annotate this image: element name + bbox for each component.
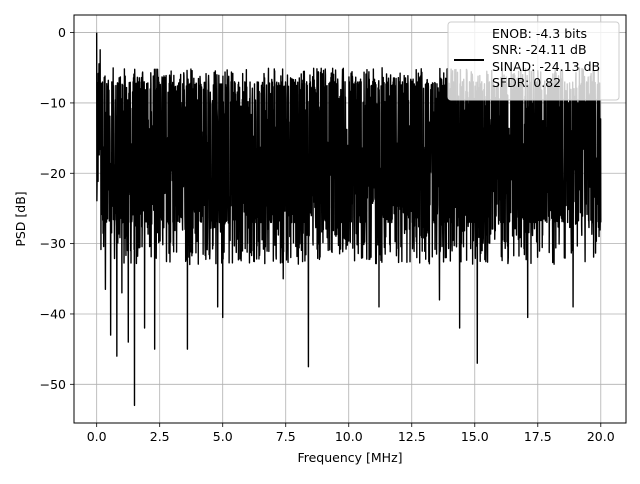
y-tick-label: −10: [40, 95, 66, 110]
x-axis-label: Frequency [MHz]: [297, 450, 402, 465]
ticks: 0.0 2.5 5.0 7.5 10.0 12.5 15.0 17.5 20.0 0 −10 −20 −…: [40, 25, 615, 444]
psd-series-line: [95, 32, 602, 407]
x-tick-label: 0.0: [87, 429, 107, 444]
y-tick-label: 0: [58, 25, 66, 40]
x-tick-label: 12.5: [398, 429, 426, 444]
y-axis-label: PSD [dB]: [13, 191, 28, 246]
y-tick-label: −50: [40, 377, 66, 392]
legend: ENOB: -4.3 bits SNR: -24.11 dB SINAD: -2…: [447, 21, 620, 101]
x-tick-label: 17.5: [524, 429, 552, 444]
legend-enob: ENOB: -4.3 bits: [492, 26, 587, 41]
legend-box: [447, 21, 620, 101]
y-tick-label: −30: [40, 236, 66, 251]
y-tick-label: −20: [40, 166, 66, 181]
legend-sfdr: SFDR: 0.82: [492, 75, 561, 90]
y-tick-label: −40: [40, 306, 66, 321]
x-tick-label: 15.0: [461, 429, 489, 444]
x-tick-label: 10.0: [335, 429, 363, 444]
legend-sinad: SINAD: -24.13 dB: [492, 59, 600, 74]
legend-snr: SNR: -24.11 dB: [492, 42, 587, 57]
x-tick-label: 2.5: [150, 429, 170, 444]
series-layer: [95, 32, 602, 407]
plot-frame: [73, 14, 627, 424]
x-tick-label: 5.0: [213, 429, 233, 444]
x-tick-label: 20.0: [587, 429, 615, 444]
x-tick-label: 7.5: [276, 429, 296, 444]
